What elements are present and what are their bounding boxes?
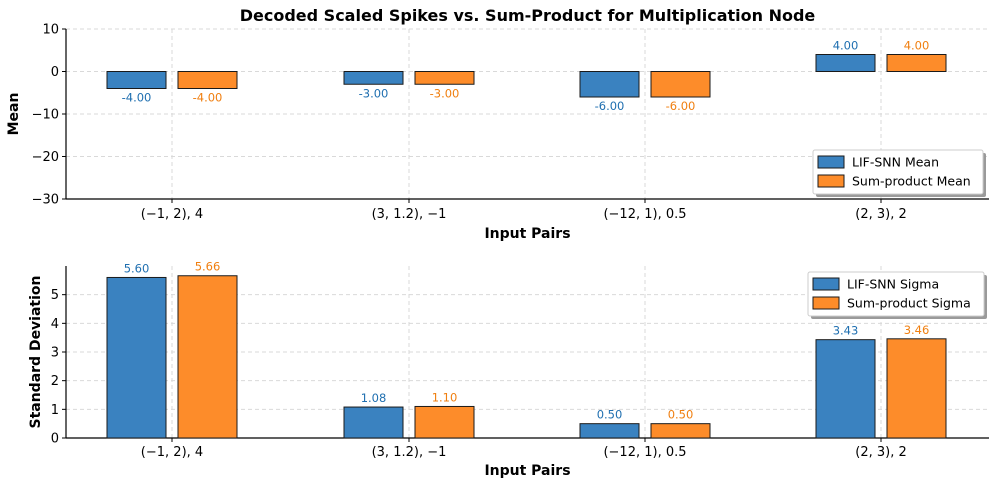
y-tick-label: −20: [32, 150, 59, 165]
chart-panel-1: Decoded Scaled Spikes vs. Sum-Product fo…: [6, 6, 989, 242]
bar-lif-snn: [343, 406, 404, 439]
bar-sum-product: [886, 54, 947, 72]
data-label: -3.00: [430, 86, 460, 100]
legend-swatch: [817, 174, 845, 188]
bar-sum-product: [650, 71, 711, 98]
y-tick-label: 4: [51, 317, 59, 332]
bar-lif-snn: [106, 276, 167, 439]
data-label: 4.00: [904, 39, 930, 53]
x-tick-label: (−12, 1), 0.5: [603, 445, 686, 460]
data-label: 4.00: [833, 39, 859, 53]
y-tick-label: 10: [42, 23, 59, 38]
bar-sum-product: [650, 423, 711, 439]
data-label: 1.10: [432, 390, 458, 404]
y-axis-label: Mean: [6, 93, 22, 136]
y-tick-label: 0: [51, 65, 59, 80]
x-axis-label: Input Pairs: [484, 463, 570, 479]
y-tick-label: −30: [32, 193, 59, 208]
data-label: -6.00: [666, 99, 696, 113]
x-tick-label: (3, 1.2), −1: [372, 207, 447, 222]
bar-sum-product: [414, 405, 475, 439]
legend-box: [807, 271, 985, 317]
data-label: -4.00: [122, 91, 152, 105]
data-label: 0.50: [597, 408, 623, 422]
x-tick-label: (−12, 1), 0.5: [603, 207, 686, 222]
data-label: -6.00: [595, 99, 625, 113]
bar-sum-product: [177, 275, 238, 439]
bar-lif-snn: [815, 54, 876, 72]
x-tick-label: (2, 3), 2: [855, 445, 907, 460]
data-label: -3.00: [359, 86, 389, 100]
legend-entry: LIF-SNN Sigma: [847, 277, 939, 292]
x-tick-label: (−1, 2), 4: [141, 207, 203, 222]
bar-lif-snn: [106, 71, 167, 89]
y-tick-label: 5: [51, 288, 59, 303]
y-tick-label: 3: [51, 346, 59, 361]
y-axis-label: Standard Deviation: [28, 275, 44, 428]
data-label: 3.43: [833, 324, 859, 338]
legend-swatch: [812, 277, 840, 291]
legend-box: [812, 149, 984, 195]
x-tick-label: (−1, 2), 4: [141, 445, 203, 460]
bar-lif-snn: [579, 423, 640, 439]
data-label: 1.08: [361, 391, 387, 405]
bar-sum-product: [414, 71, 475, 85]
data-label: -4.00: [193, 91, 223, 105]
data-label: 0.50: [668, 408, 694, 422]
bar-sum-product: [886, 338, 947, 439]
data-label: 3.46: [904, 323, 930, 337]
chart-panel-2: 0 1 2 3 4 5 (−1, 2), 4 (3, 1.2), −1 (−12, 1), 0.…: [28, 260, 989, 479]
y-tick-label: −10: [32, 108, 59, 123]
chart-title: Decoded Scaled Spikes vs. Sum-Product fo…: [240, 6, 816, 25]
x-axis-label: Input Pairs: [484, 226, 570, 242]
bar-lif-snn: [815, 339, 876, 439]
y-tick-label: 1: [51, 403, 59, 418]
legend-swatch: [817, 155, 845, 169]
y-tick-label: 2: [51, 374, 59, 389]
bar-sum-product: [177, 71, 238, 89]
data-label: 5.66: [195, 260, 221, 274]
data-label: 5.60: [124, 261, 150, 275]
bar-lif-snn: [579, 71, 640, 98]
bar-lif-snn: [343, 71, 404, 85]
legend-entry: LIF-SNN Mean: [852, 155, 939, 170]
legend-entry: Sum-product Sigma: [847, 296, 971, 311]
y-tick-label: 0: [51, 432, 59, 447]
legend-entry: Sum-product Mean: [852, 174, 971, 189]
x-tick-label: (2, 3), 2: [855, 207, 907, 222]
x-tick-label: (3, 1.2), −1: [372, 445, 447, 460]
legend-swatch: [812, 296, 840, 310]
